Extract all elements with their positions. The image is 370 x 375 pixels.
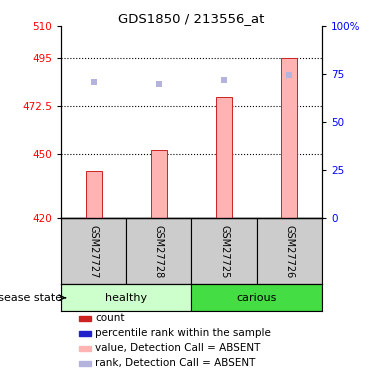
Text: GSM27727: GSM27727: [89, 225, 99, 278]
Bar: [192, 218, 257, 284]
Bar: [216, 97, 232, 218]
Bar: [79, 361, 91, 366]
Bar: [79, 316, 91, 321]
Bar: [61, 284, 192, 311]
Text: value, Detection Call = ABSENT: value, Detection Call = ABSENT: [95, 344, 260, 354]
Text: percentile rank within the sample: percentile rank within the sample: [95, 328, 271, 339]
Title: GDS1850 / 213556_at: GDS1850 / 213556_at: [118, 12, 265, 25]
Bar: [281, 58, 297, 218]
Text: GSM27728: GSM27728: [154, 225, 164, 278]
Bar: [151, 150, 167, 218]
Text: GSM27725: GSM27725: [219, 225, 229, 278]
Text: healthy: healthy: [105, 293, 147, 303]
Text: GSM27726: GSM27726: [284, 225, 294, 278]
Bar: [85, 171, 102, 218]
Bar: [192, 284, 322, 311]
Text: count: count: [95, 314, 124, 324]
Bar: [61, 218, 126, 284]
Text: rank, Detection Call = ABSENT: rank, Detection Call = ABSENT: [95, 358, 255, 369]
Bar: [79, 346, 91, 351]
Text: carious: carious: [236, 293, 277, 303]
Text: disease state: disease state: [0, 293, 63, 303]
Bar: [126, 218, 192, 284]
Bar: [79, 331, 91, 336]
Bar: [257, 218, 322, 284]
